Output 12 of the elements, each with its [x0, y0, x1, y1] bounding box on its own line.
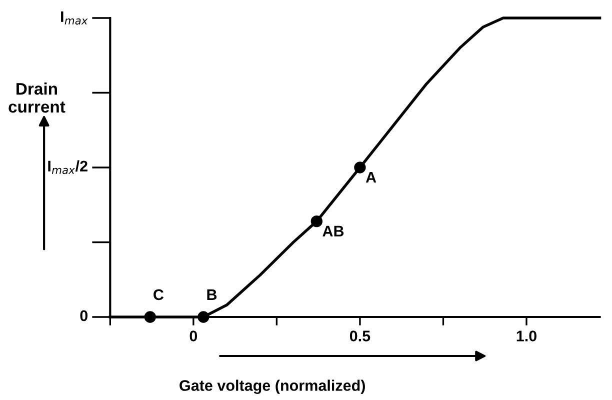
- x-tick-label: 0.5: [350, 330, 370, 342]
- x-axis-title: Gate voltage (normalized): [180, 380, 365, 394]
- annotation: AB: [322, 226, 344, 236]
- text: 0: [80, 310, 88, 322]
- annotation: C: [154, 289, 164, 300]
- x-tick-label: 1.0: [516, 330, 536, 342]
- annotation: A: [366, 172, 376, 183]
- text: I$_{max}$: [61, 11, 88, 25]
- y-axis-title: Drain current: [8, 82, 66, 113]
- x-tick-label: 0: [190, 330, 198, 342]
- text: I$_{max}$/2: [48, 160, 88, 174]
- annotation: B: [207, 289, 217, 300]
